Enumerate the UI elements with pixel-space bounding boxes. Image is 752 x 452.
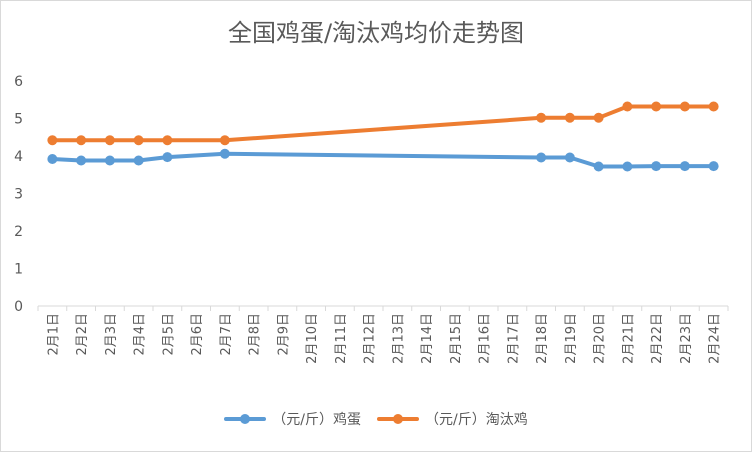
x-tick-label: 2月4日 <box>133 313 148 356</box>
x-tick-label: 2月13日 <box>391 313 406 364</box>
data-point-eggs <box>708 161 719 172</box>
y-tick-label: 6 <box>14 74 23 90</box>
data-point-culled-hens <box>708 101 719 112</box>
data-point-culled-hens <box>622 101 633 112</box>
legend: （元/斤）鸡蛋 （元/斤）淘汰鸡 <box>1 409 751 429</box>
y-tick-label: 0 <box>14 299 23 315</box>
data-point-eggs <box>133 155 144 166</box>
data-point-eggs <box>536 152 547 163</box>
data-point-eggs <box>564 152 575 163</box>
x-tick-label: 2月14日 <box>420 313 435 364</box>
data-point-eggs <box>219 148 230 159</box>
data-point-eggs <box>622 161 633 172</box>
legend-item-eggs[interactable]: （元/斤）鸡蛋 <box>224 409 361 429</box>
data-point-culled-hens <box>47 135 58 146</box>
y-tick-label: 3 <box>14 187 23 203</box>
x-tick-label: 2月12日 <box>363 313 378 364</box>
data-point-eggs <box>76 155 87 166</box>
x-tick-label: 2月11日 <box>334 313 349 364</box>
x-tick-label: 2月9日 <box>276 313 291 356</box>
x-tick-label: 2月20日 <box>593 313 608 364</box>
chart-title: 全国鸡蛋/淘汰鸡均价走势图 <box>227 19 525 47</box>
x-tick-label: 2月3日 <box>104 313 119 356</box>
y-tick-label: 4 <box>14 149 23 165</box>
legend-swatch-culled-hens <box>377 414 419 424</box>
x-tick-label: 2月15日 <box>449 313 464 364</box>
data-point-eggs <box>679 161 690 172</box>
data-point-eggs <box>104 155 115 166</box>
x-tick-label: 2月19日 <box>564 313 579 364</box>
x-tick-label: 2月2日 <box>75 313 90 356</box>
x-tick-label: 2月8日 <box>248 313 263 356</box>
x-tick-label: 2月18日 <box>535 313 550 364</box>
legend-label-eggs: （元/斤）鸡蛋 <box>272 412 361 428</box>
x-tick-label: 2月17日 <box>506 313 521 364</box>
data-point-culled-hens <box>651 101 662 112</box>
x-tick-label: 2月21日 <box>621 313 636 364</box>
x-tick-label: 2月16日 <box>478 313 493 364</box>
data-point-culled-hens <box>593 112 604 123</box>
y-tick-label: 1 <box>14 262 23 278</box>
legend-label-culled-hens: （元/斤）淘汰鸡 <box>425 412 528 428</box>
y-tick-label: 5 <box>14 112 23 128</box>
data-point-culled-hens <box>133 135 144 146</box>
data-point-culled-hens <box>162 135 173 146</box>
legend-swatch-eggs <box>224 414 267 424</box>
series-line-eggs <box>50 151 716 169</box>
x-tick-label: 2月5日 <box>161 313 176 356</box>
data-point-eggs <box>593 161 604 172</box>
data-point-eggs <box>162 152 173 163</box>
y-tick-label: 2 <box>14 224 23 240</box>
data-point-culled-hens <box>564 112 575 123</box>
legend-item-culled-hens[interactable]: （元/斤）淘汰鸡 <box>377 409 528 429</box>
data-point-culled-hens <box>219 135 230 146</box>
x-tick-label: 2月10日 <box>305 313 320 364</box>
data-point-eggs <box>651 161 662 172</box>
data-point-culled-hens <box>679 101 690 112</box>
data-point-eggs <box>47 154 58 164</box>
x-tick-label: 2月24日 <box>708 313 723 364</box>
x-tick-label: 2月22日 <box>650 313 665 364</box>
data-point-culled-hens <box>76 135 87 146</box>
x-tick-label: 2月7日 <box>219 313 234 356</box>
x-tick-label: 2月1日 <box>46 313 61 356</box>
series-line-culled-hens <box>50 104 716 143</box>
x-tick-label: 2月6日 <box>190 313 205 356</box>
x-tick-label: 2月23日 <box>679 313 694 364</box>
data-point-culled-hens <box>536 112 547 123</box>
data-point-culled-hens <box>104 135 115 146</box>
